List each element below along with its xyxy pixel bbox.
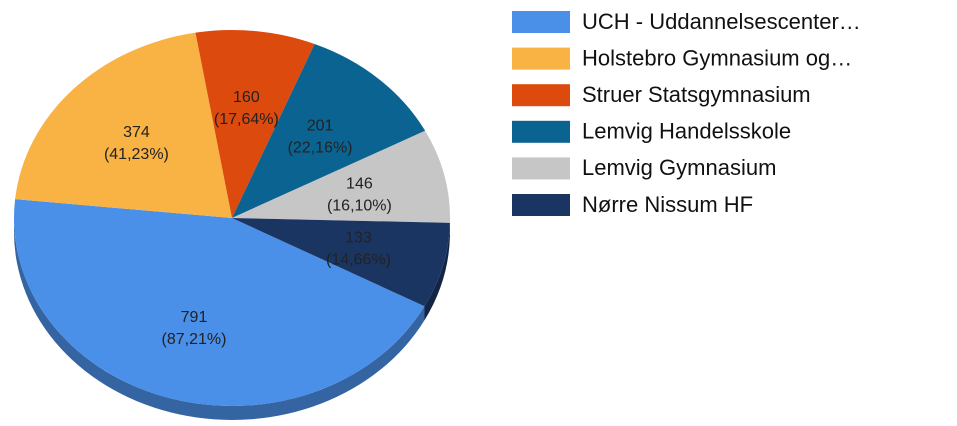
legend-swatch xyxy=(512,120,570,143)
legend-swatch xyxy=(512,157,570,180)
legend-swatch xyxy=(512,84,570,107)
legend-label: UCH - Uddannelsescenter… xyxy=(582,9,861,34)
legend-swatch xyxy=(512,11,570,33)
slice xyxy=(232,44,426,218)
data-label: 374 (41,23%) xyxy=(104,124,169,163)
data-label-line: 160 xyxy=(233,89,260,106)
legend-label: Struer Statsgymnasium xyxy=(582,82,811,107)
slice xyxy=(232,218,450,307)
slice xyxy=(195,29,315,218)
data-label: 133 (14,66%) xyxy=(326,230,391,269)
slice xyxy=(14,199,425,406)
data-label-line: 374 xyxy=(123,124,150,141)
data-label-line: (16,10%) xyxy=(327,197,392,214)
slice-depth xyxy=(424,222,450,321)
data-label-line: 201 xyxy=(307,118,334,135)
data-label: 160 (17,64%) xyxy=(214,89,279,128)
legend-label: Holstebro Gymnasium og… xyxy=(582,45,852,70)
data-label-line: (17,64%) xyxy=(214,111,279,128)
slice xyxy=(232,130,451,223)
legend-label: Lemvig Gymnasium xyxy=(582,155,776,180)
data-label: 146 (16,10%) xyxy=(327,175,392,214)
data-label-line: (22,16%) xyxy=(288,140,353,157)
data-label-line: 146 xyxy=(346,175,373,192)
slice xyxy=(15,32,233,219)
legend-label: Lemvig Handelsskole xyxy=(582,119,791,144)
data-label-line: (14,66%) xyxy=(326,252,391,269)
data-label-line: 133 xyxy=(345,230,372,247)
data-label-line: (87,21%) xyxy=(162,331,227,348)
legend-swatch xyxy=(512,47,570,70)
data-label: 791 (87,21%) xyxy=(162,309,227,348)
data-label: 201 (22,16%) xyxy=(288,118,353,157)
data-label-line: 791 xyxy=(181,309,208,326)
legend-swatch xyxy=(512,194,570,216)
data-label-line: (41,23%) xyxy=(104,146,169,163)
legend-label: Nørre Nissum HF xyxy=(582,192,753,217)
